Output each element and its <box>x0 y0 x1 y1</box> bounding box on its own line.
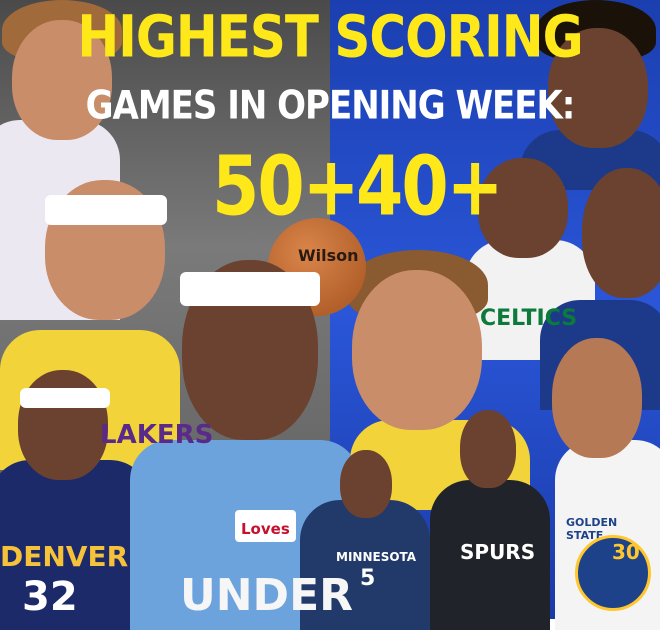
minnesota-text: MINNESOTA <box>336 550 417 564</box>
basketball: Wilson <box>268 218 366 316</box>
headline: HIGHEST SCORING <box>77 3 583 71</box>
category-50-plus: 50+ <box>212 140 360 235</box>
denver-text: DENVER <box>0 540 129 573</box>
celtics-text: CELTICS <box>480 306 578 331</box>
ball-brand-text: Wilson <box>298 246 359 265</box>
spurs-text: SPURS <box>460 540 536 564</box>
okc-text: UNDER <box>180 570 354 621</box>
lakers-text: LAKERS <box>100 420 214 450</box>
minnesota-number: 5 <box>360 566 376 591</box>
golden-state-number: 30 <box>612 540 640 564</box>
denver-number: 32 <box>22 574 78 620</box>
okc-patch-text: Loves <box>235 510 296 542</box>
category-40-plus: 40+ <box>356 140 504 235</box>
warriors-logo <box>575 535 651 611</box>
subheadline: GAMES IN OPENING WEEK: <box>85 83 576 129</box>
